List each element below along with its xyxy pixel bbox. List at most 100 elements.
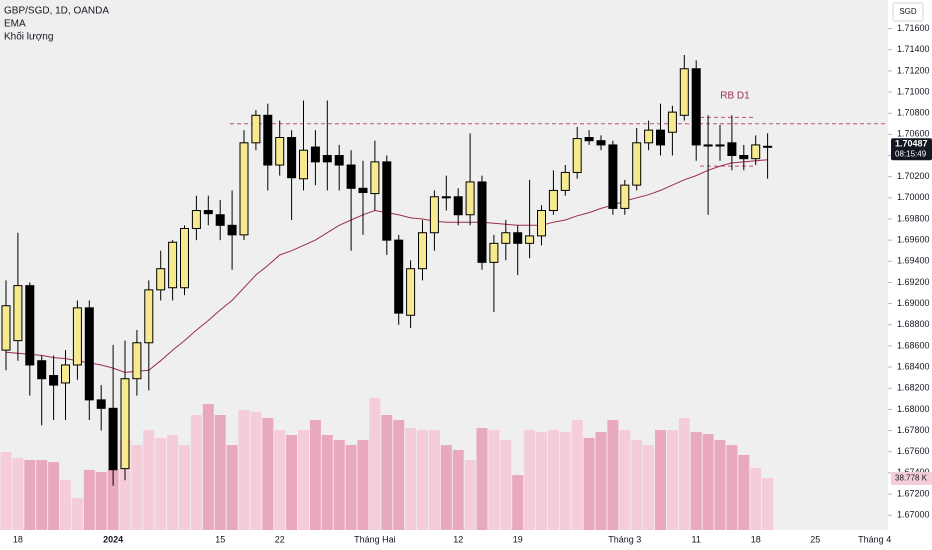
currency-box[interactable] [892,2,924,22]
volume-bar [71,497,83,530]
y-tick-label: 1.71200 [897,65,930,75]
x-tick-label: Tháng Hai [354,534,396,544]
candle-body [25,285,35,366]
volume-bar [417,430,428,530]
y-tick-label: 1.70000 [897,192,930,202]
volume-bar [488,430,500,530]
y-tick-label: 1.68800 [897,319,930,329]
x-tick-label: 15 [215,534,225,544]
y-tick-label: 1.67000 [897,510,930,520]
y-tick-label: 1.67800 [897,425,930,435]
candle-body [513,232,523,244]
volume-bar [36,460,48,530]
volume-bar [131,445,143,530]
x-tick-label: 19 [513,534,523,544]
volume-bar [393,419,405,530]
volume-bar [143,430,155,530]
volume-bar [631,439,643,530]
volume-bar [190,415,202,530]
candle-body [441,196,451,199]
legend-ema[interactable]: EMA [4,19,26,30]
candle-body [727,142,737,157]
candle-body [572,138,582,173]
candle-body [180,228,189,289]
volume-label-box [891,472,932,486]
candle-body [418,232,427,270]
volume-bar [48,462,60,530]
volume-bar [95,471,107,530]
volume-bar [738,454,750,530]
volume-bar [762,478,774,530]
y-tick-label: 1.67600 [897,446,930,456]
volume-bar [83,469,95,530]
candle-body [751,144,761,160]
candle-body [84,307,94,401]
candle-body [358,187,368,194]
y-tick-label: 1.67200 [897,488,930,498]
y-tick-label: 1.68400 [897,361,930,371]
volume-bar [24,460,36,530]
candle-body [584,137,594,142]
x-tick-label: 18 [13,534,23,544]
candle-body [465,181,475,216]
candle-body [227,224,237,236]
volume-bar [547,430,559,530]
legend-symbol[interactable]: GBP/SGD, 1D, OANDA [4,6,109,17]
candle-body [632,142,642,186]
x-tick-label: 22 [275,534,285,544]
candles-layer [1,55,773,486]
candle-body [560,171,570,191]
candle-body [275,137,285,166]
legend-volume[interactable]: Khối lượng [4,31,53,43]
candle-body [608,144,618,209]
volume-bar [655,430,666,530]
candle-body [239,142,249,236]
volume-bar [226,445,238,530]
candle-body [406,268,416,316]
volume-bar [702,434,714,530]
candle-body [394,239,404,314]
candle-body [691,68,701,146]
candle-body [144,289,154,344]
volume-bar [750,467,762,530]
volume-bar [214,415,226,530]
volume-bar [619,430,631,530]
volume-bar [274,430,286,530]
candle-body [168,241,178,289]
last-price: 1.70487 [895,139,928,149]
candle-body [453,196,463,216]
y-tick-label: 1.69800 [897,213,930,223]
volume-bar [345,445,357,530]
candle-body [156,268,166,291]
volume-bar [298,430,309,530]
candle-body [132,342,142,380]
time-axis-background [0,530,888,550]
volume-bar [357,439,369,530]
y-tick-label: 1.69200 [897,277,930,287]
candle-body [37,360,47,380]
candle-body [263,114,273,166]
candle-body [667,111,677,133]
levels-layer: RB D1 [230,91,888,167]
candle-body [49,375,59,386]
volume-bar [559,432,571,530]
volume-bar [119,439,131,530]
volume-bar [726,445,738,530]
candle-body [763,145,773,148]
candle-body [72,307,82,366]
last-price-box [891,138,932,161]
volume-bar [381,415,393,530]
volume-bar [512,475,524,530]
volume-bar [12,458,24,530]
volume-bar [428,430,440,530]
volume-layer [0,398,774,530]
x-tick-label: 11 [692,534,701,544]
volume-bar [643,445,655,530]
volume-bar [440,445,452,530]
volume-bar [333,439,345,530]
x-tick-label: 12 [453,534,463,544]
x-tick-label: 2024 [103,534,123,544]
candle-body [596,140,606,146]
y-tick-label: 1.69400 [897,256,930,266]
